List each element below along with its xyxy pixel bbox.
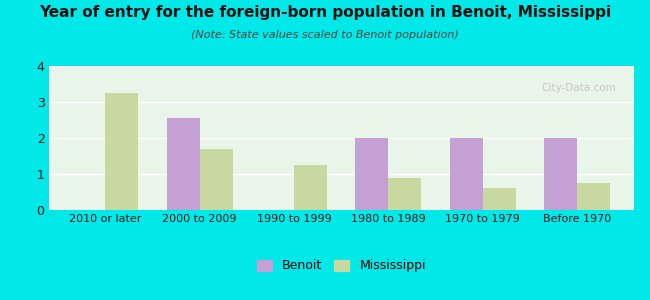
Text: City-Data.com: City-Data.com [541,83,616,93]
Bar [389,178,421,210]
Bar [450,138,483,210]
Bar [105,93,138,210]
Bar [356,138,389,210]
Text: Year of entry for the foreign-born population in Benoit, Mississippi: Year of entry for the foreign-born popul… [39,4,611,20]
Legend: Benoit, Mississippi: Benoit, Mississippi [250,253,432,279]
Bar [483,188,516,210]
Bar [294,165,327,210]
Bar [577,183,610,210]
Text: (Note: State values scaled to Benoit population): (Note: State values scaled to Benoit pop… [191,30,459,40]
Bar [166,118,200,210]
Bar [200,149,233,210]
Bar [544,138,577,210]
